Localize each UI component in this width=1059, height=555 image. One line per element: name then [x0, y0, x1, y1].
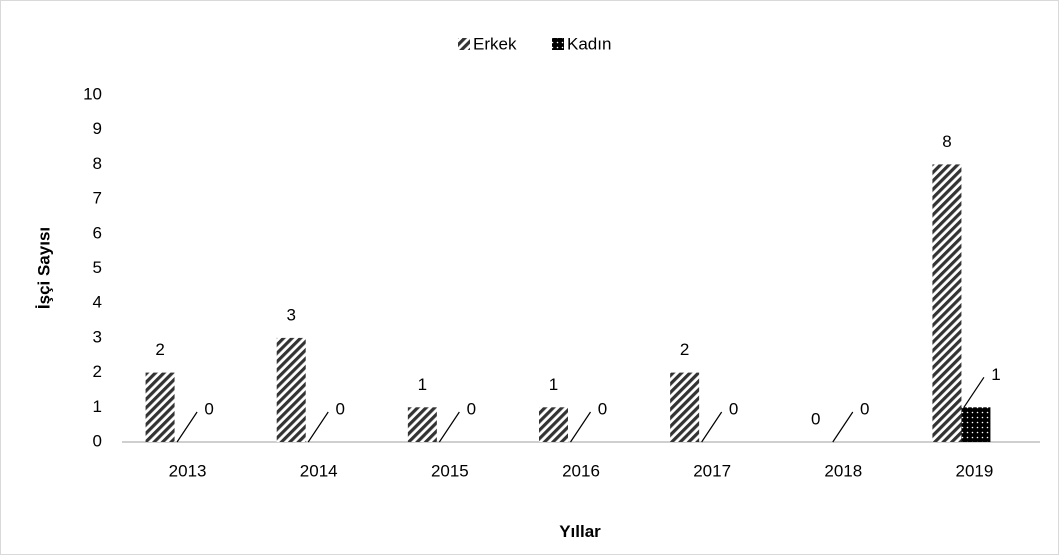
data-label: 1 — [549, 375, 558, 394]
x-tick-label: 2015 — [431, 461, 469, 480]
x-tick-label: 2014 — [300, 461, 338, 480]
y-tick-label: 4 — [93, 293, 102, 312]
data-label: 0 — [204, 399, 213, 418]
leader-line — [963, 376, 985, 408]
bar — [961, 407, 991, 442]
leader-line — [176, 411, 198, 443]
legend-swatch — [458, 38, 470, 50]
bar — [539, 407, 568, 442]
y-tick-label: 9 — [93, 119, 102, 138]
x-tick-label: 2018 — [824, 461, 862, 480]
data-label: 0 — [729, 399, 738, 418]
data-label: 0 — [598, 399, 607, 418]
data-label: 2 — [680, 340, 689, 359]
bar — [407, 407, 437, 442]
data-label: 0 — [335, 399, 344, 418]
data-label: 8 — [942, 132, 951, 151]
bar — [932, 164, 962, 442]
legend-label: Kadın — [567, 34, 611, 53]
data-label: 0 — [860, 399, 869, 418]
bar — [670, 372, 700, 442]
bar — [145, 372, 175, 442]
legend-swatch — [552, 38, 564, 50]
data-label: 0 — [467, 399, 476, 418]
legend-label: Erkek — [473, 34, 517, 53]
leader-line — [438, 411, 460, 443]
y-tick-label: 0 — [93, 431, 102, 450]
x-tick-label: 2017 — [693, 461, 731, 480]
y-tick-label: 3 — [93, 327, 102, 346]
data-label: 1 — [418, 375, 427, 394]
bar — [276, 337, 306, 442]
x-tick-label: 2013 — [169, 461, 207, 480]
y-tick-label: 10 — [83, 84, 102, 103]
y-axis-label: İşçi Sayısı — [34, 227, 53, 309]
y-tick-label: 7 — [93, 189, 102, 208]
leader-line — [701, 411, 723, 443]
data-label: 1 — [991, 365, 1000, 384]
y-tick-label: 8 — [93, 154, 102, 173]
x-axis-label: Yıllar — [559, 522, 601, 541]
leader-line — [307, 411, 329, 443]
x-tick-label: 2016 — [562, 461, 600, 480]
data-label: 3 — [286, 305, 295, 324]
x-tick-label: 2019 — [956, 461, 994, 480]
leader-line — [832, 411, 854, 443]
leader-line — [570, 411, 591, 443]
data-label: 0 — [811, 409, 820, 428]
y-tick-label: 5 — [93, 258, 102, 277]
y-tick-label: 1 — [93, 397, 102, 416]
y-tick-label: 6 — [93, 223, 102, 242]
y-tick-label: 2 — [93, 362, 102, 381]
data-label: 2 — [155, 340, 164, 359]
